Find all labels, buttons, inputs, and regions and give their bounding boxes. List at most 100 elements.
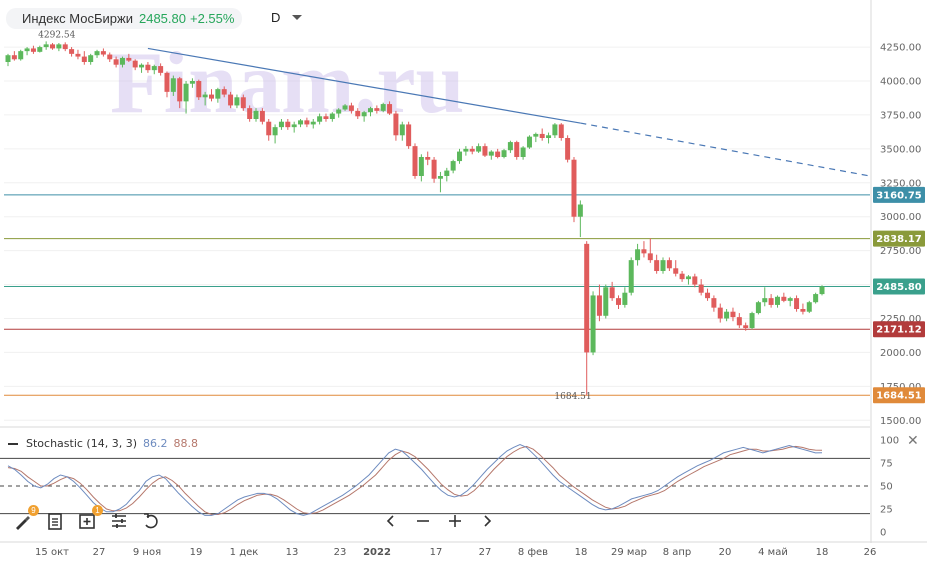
symbol-name: Индекс МосБиржи [22, 11, 133, 26]
candle-body [81, 56, 87, 62]
scroll-left-button[interactable] [380, 510, 402, 532]
candle-body [526, 136, 532, 148]
stoch-tick-label: 0 [880, 528, 886, 539]
time-tick-label: 8 фев [518, 547, 548, 558]
candle-body [247, 108, 253, 119]
candle-body [444, 170, 450, 176]
candle-body [787, 298, 793, 301]
candle-body [37, 47, 43, 52]
undo-button[interactable] [140, 510, 162, 532]
list-tool-button[interactable] [44, 510, 66, 532]
candle-body [367, 108, 373, 113]
stochastic-legend: Stochastic (14, 3, 3) 86.2 88.8 [8, 437, 198, 450]
low-annotation: 1684.51 [554, 392, 591, 402]
candle-body [119, 57, 125, 65]
stoch-tick-label: 75 [880, 459, 893, 470]
candle-body [469, 148, 475, 152]
chevron-down-icon[interactable] [292, 15, 302, 20]
candle-body [132, 60, 138, 68]
candle-body [139, 64, 145, 68]
candle-body [762, 298, 768, 303]
interval-selector[interactable]: D [271, 10, 281, 25]
zoom-in-button[interactable] [444, 510, 466, 532]
candle-body [323, 116, 329, 119]
candle-body [558, 124, 564, 138]
stochastic-title: Stochastic (14, 3, 3) [26, 437, 137, 450]
sliders-icon [112, 514, 126, 528]
time-tick-label: 27 [93, 547, 106, 558]
candle-body [100, 51, 106, 55]
add-indicator-button[interactable]: 1 [76, 505, 103, 532]
candle-body [736, 317, 742, 326]
time-tick-label: 15 окт [35, 547, 69, 558]
price-tick-label: 3750.00 [880, 110, 921, 121]
candle-body [50, 44, 56, 49]
candle-body [253, 110, 259, 119]
stoch-k-line [7, 444, 823, 516]
collapse-icon[interactable] [8, 442, 18, 445]
high-annotation: 4292.54 [38, 30, 75, 40]
minus-icon [417, 520, 429, 522]
candle-body [393, 113, 399, 136]
time-tick-label: 1 дек [230, 547, 259, 558]
time-tick-label: 4 май [758, 547, 788, 558]
candle-body [5, 55, 11, 62]
candle-body [56, 44, 62, 49]
candle-body [698, 284, 704, 293]
time-tick-label: 18 [816, 547, 829, 558]
candle-body [30, 48, 36, 52]
price-tick-label: 4000.00 [880, 77, 921, 88]
time-tick-label: 18 [575, 547, 588, 558]
candle-body [431, 159, 437, 179]
price-tick-label: 4250.00 [880, 43, 921, 54]
scroll-right-button[interactable] [476, 510, 498, 532]
stoch-tick-label: 50 [880, 482, 893, 493]
candle-body [533, 133, 539, 137]
price-tick-label: 2000.00 [880, 348, 921, 359]
price-tick-label: 2750.00 [880, 246, 921, 257]
plus-icon [449, 515, 461, 527]
candle-body [520, 147, 526, 157]
close-icon[interactable]: ✕ [907, 432, 919, 448]
time-tick-label: 8 апр [663, 547, 692, 558]
candle-body [819, 286, 825, 295]
candle-body [285, 121, 291, 128]
candle-body [278, 121, 284, 128]
candle-body [571, 159, 577, 217]
symbol-legend[interactable]: Индекс МосБиржи 2485.80 +2.55% [6, 8, 243, 29]
price-tick-label: 3250.00 [880, 178, 921, 189]
level-label: 2838.17 [876, 234, 922, 245]
time-tick-label: 13 [286, 547, 299, 558]
candle-body [565, 138, 571, 160]
candle-body [488, 151, 494, 156]
candle-body [183, 83, 189, 102]
drawing-toolbar: 9 1 [12, 505, 162, 532]
time-tick-label: 23 [334, 547, 347, 558]
time-tick-label: 19 [190, 547, 203, 558]
candle-body [743, 325, 749, 328]
candle-body [189, 81, 195, 84]
candle-body [457, 151, 463, 162]
candle-body [590, 295, 596, 353]
settings-tool-button[interactable] [108, 510, 130, 532]
time-tick-label: 20 [719, 547, 732, 558]
candle-body [145, 64, 151, 71]
candle-body [717, 307, 723, 319]
candle-body [94, 51, 100, 56]
brush-tool-button[interactable]: 9 [12, 505, 39, 532]
time-tick-label: 2022 [363, 547, 391, 558]
candle-body [425, 157, 431, 160]
candle-body [774, 296, 780, 305]
candle-body [387, 104, 393, 114]
candle-body [501, 150, 507, 157]
candle-body [730, 311, 736, 318]
candle-body [412, 146, 418, 176]
candle-body [298, 120, 304, 125]
price-tick-label: 2250.00 [880, 314, 921, 325]
trend-line [147, 47, 581, 124]
candle-body [679, 273, 685, 280]
zoom-out-button[interactable] [412, 510, 434, 532]
